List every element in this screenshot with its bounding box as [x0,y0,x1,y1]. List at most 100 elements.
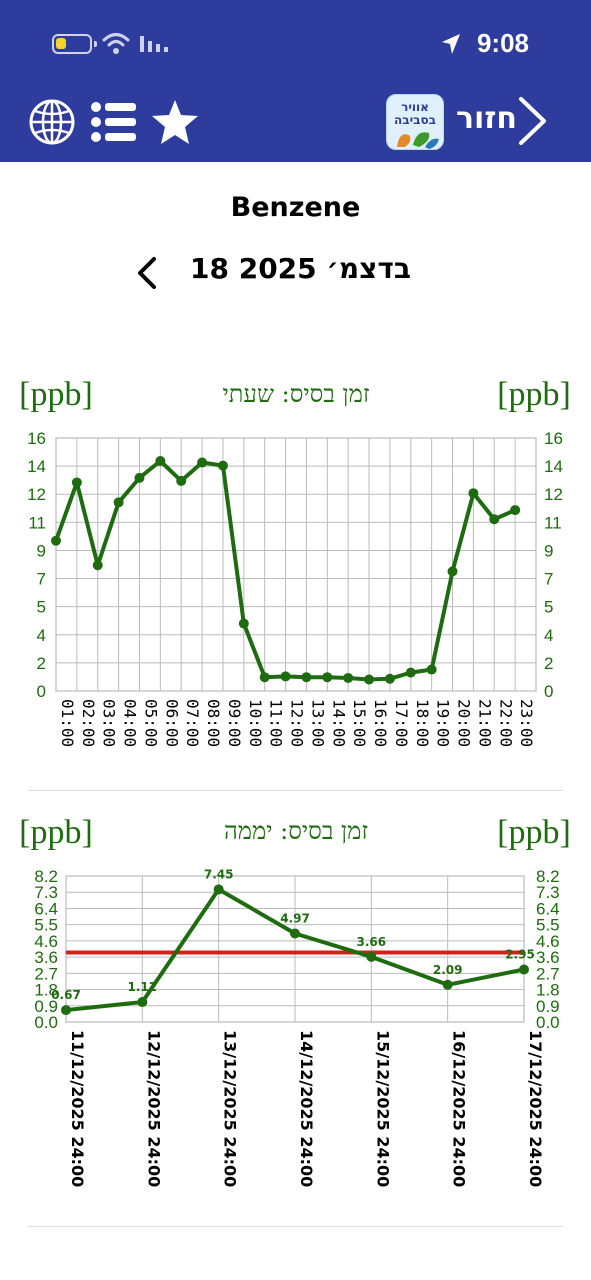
data-point [489,514,500,525]
y-tick-label-right: 2.7 [536,964,560,983]
y-tick-label-right: 5.5 [536,916,560,935]
app-header: 9:08 אוויר בסביבה חזור [0,0,591,162]
y-tick-label-left: 2.7 [34,964,58,983]
data-point [217,460,228,471]
chevron-right-icon[interactable] [516,96,548,146]
x-tick-label: 11/12/2025 24:00 [68,1030,87,1187]
plot-area [55,437,537,692]
y-tick-label-right: 3.6 [536,948,560,967]
y-tick-label-left: 4.6 [34,932,58,951]
y-tick-label-right: 5 [544,598,553,617]
y-tick-label-right: 2 [544,654,553,673]
data-point [468,488,479,499]
chart-heading: זמן בסיס: יממה [224,817,368,845]
x-tick-label: 14:00 [329,699,348,747]
y-tick-label-left: 14 [27,457,46,476]
y-tick-label-left: 11 [28,513,46,532]
data-point [405,667,416,678]
x-tick-label: 10:00 [246,699,265,747]
data-point [259,672,270,683]
data-point [364,674,375,685]
y-tick-label-right: 7.3 [536,883,560,902]
data-label: 0.67 [51,988,81,1002]
x-tick-label: 22:00 [496,699,515,747]
date-navigator: 18 בדצמ׳ 2025 [0,252,591,292]
y-tick-label-right: 8.2 [536,867,560,886]
data-point [155,456,166,466]
y-tick-label-left: 0.0 [34,1013,58,1032]
y-tick-label-right: 0 [544,682,553,701]
y-tick-label-right: 11 [544,513,562,532]
y-tick-label-left: 7.3 [34,883,58,902]
x-tick-label: 08:00 [204,699,223,747]
y-tick-label-left: 0.9 [34,997,58,1016]
y-tick-label-left: 8.2 [34,867,58,886]
x-tick-label: 12/12/2025 24:00 [144,1030,163,1187]
chart-separator [28,1226,563,1227]
x-tick-label: 16/12/2025 24:00 [450,1030,469,1187]
data-label: 2.95 [505,947,535,961]
data-point [113,497,124,508]
y-tick-label-left: 4 [37,626,46,645]
y-tick-label-left: 3.6 [34,948,58,967]
y-tick-label-left: 16 [27,429,46,448]
data-point [71,477,82,488]
x-tick-label: 02:00 [79,699,98,747]
y-tick-label-right: 16 [544,429,563,448]
data-point [442,979,453,990]
globe-icon[interactable] [28,98,76,146]
list-icon[interactable] [90,100,138,144]
data-point [519,964,529,975]
app-logo[interactable]: אוויר בסביבה [386,94,444,150]
data-point [384,673,395,684]
data-point [92,560,103,571]
data-point [134,472,145,483]
back-button-label[interactable]: חזור [456,101,517,136]
x-tick-label: 06:00 [162,699,181,747]
x-tick-label: 16:00 [371,699,390,747]
y-tick-label-right: 7 [544,570,553,589]
y-tick-label-left: 9 [37,541,46,560]
y-tick-label-right: 12 [544,485,563,504]
x-tick-label: 11:00 [267,699,286,747]
hourly-chart: [ppb] [ppb] זמן בסיס: שעתי 0 0 2 2 4 4 5 5 7 7 9 9 1… [19,376,571,747]
unit-label-left: [ppb] [19,376,93,413]
x-tick-label: 12:00 [288,699,307,747]
y-tick-label-left: 0 [37,682,46,701]
data-point [137,997,148,1008]
selected-date: 18 בדצמ׳ 2025 [190,252,411,285]
y-tick-label-right: 4 [544,626,553,645]
y-tick-label-right: 6.4 [536,899,560,918]
x-tick-label: 03:00 [100,699,119,747]
unit-label-right: [ppb] [497,376,571,413]
x-tick-label: 19:00 [434,699,453,747]
data-point [301,672,312,683]
unit-label-left: [ppb] [19,814,93,851]
y-tick-label-right: 14 [544,457,563,476]
y-tick-label-left: 5.5 [34,916,58,935]
x-tick-label: 15:00 [350,699,369,747]
y-tick-label-right: 0.9 [536,997,560,1016]
x-tick-label: 04:00 [121,699,140,747]
data-point [366,951,377,962]
location-arrow-icon [442,34,460,54]
data-label: 3.66 [357,935,387,949]
y-tick-label-right: 9 [544,541,553,560]
battery-icon [52,34,97,54]
y-tick-label-left: 12 [27,485,46,504]
x-tick-label: 14/12/2025 24:00 [297,1030,316,1187]
star-icon[interactable] [150,98,200,146]
data-point [238,618,249,629]
y-tick-label-left: 6.4 [34,899,58,918]
x-tick-label: 09:00 [225,699,244,747]
data-point [510,505,521,516]
y-tick-label-left: 7 [37,570,46,589]
chevron-left-icon[interactable] [134,256,160,290]
y-tick-label-left: 1.8 [34,981,58,1000]
logo-text-line2: בסביבה [394,113,436,127]
y-tick-label-left: 2 [37,654,46,673]
x-tick-label: 13:00 [308,699,327,747]
wifi-icon [102,33,130,54]
data-point [197,457,208,468]
data-point [426,664,437,675]
